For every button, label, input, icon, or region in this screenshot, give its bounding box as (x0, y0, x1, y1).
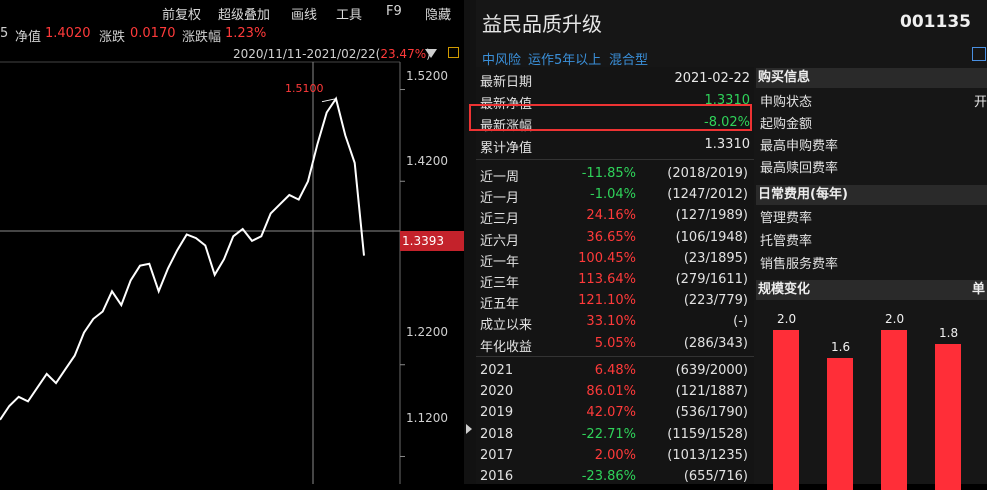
nav-value: 1.4020 (45, 26, 91, 41)
period-row: 近六月 36.65% (106/1948) (480, 229, 748, 249)
period-row: 近一周 -11.85% (2018/2019) (480, 166, 748, 185)
tag-age[interactable]: 运作5年以上 (528, 53, 602, 68)
scale-bar (935, 344, 961, 490)
y-tick-label: 1.2200 (406, 325, 448, 339)
tag-risk[interactable]: 中风险 (482, 53, 522, 68)
year-row: 2021 6.48% (639/2000) (480, 363, 748, 378)
scale-bar (773, 330, 799, 490)
toolbar-hide[interactable]: 隐藏 (425, 8, 452, 23)
fund-name: 益民品质升级 (482, 12, 602, 36)
y-tick-label: 1.5200 (406, 69, 448, 83)
purchase-status-value: 开 (974, 95, 987, 110)
highlight-box (469, 104, 752, 131)
custody-fee-label: 托管费率 (760, 234, 813, 249)
year-row: 2017 2.00% (1013/1235) (480, 447, 748, 463)
scale-unit: 单 (971, 282, 985, 297)
fund-code: 001135 (900, 12, 971, 32)
collapse-arrow-icon[interactable] (466, 424, 472, 434)
scale-bar-label: 2.0 (777, 312, 797, 326)
fund-info-panel: 益民品质升级 001135 中风险 运作5年以上 混合型 最新日期 2021-02… (469, 0, 987, 490)
range-dropdown-icon[interactable] (425, 49, 437, 58)
peak-leader-line (321, 98, 337, 103)
stats-column: 最新日期 2021-02-22 最新净值 1.3310 最新涨幅 -8.02% 累计净… (476, 67, 754, 484)
chgpct-label: 涨跌幅 (182, 30, 222, 45)
period-row: 近一年 100.45% (23/1895) (480, 250, 748, 270)
quote-prefix: 5 (0, 26, 9, 41)
period-row: 近三年 113.64% (279/1611) (480, 272, 748, 291)
peak-label: 1.5100 (285, 82, 324, 95)
lock-icon[interactable] (448, 47, 459, 58)
nav-label: 净值 (15, 30, 42, 45)
sales-fee-label: 销售服务费率 (760, 257, 839, 272)
scale-section-title: 规模变化单 (756, 280, 987, 300)
nav-chart[interactable] (0, 0, 464, 484)
period-row: 近一月 -1.04% (1247/2012) (480, 187, 748, 207)
chart-panel[interactable]: 前复权 超级叠加 画线 工具 F9 隐藏 5 净值 1.4020 涨跌 0.01… (0, 0, 464, 484)
year-row: 2018 -22.71% (1159/1528) (480, 426, 748, 442)
max-subscribe-fee-label: 最高申购费率 (760, 139, 839, 154)
purchase-section-title: 购买信息 (756, 68, 987, 88)
scale-bar-label: 1.6 (831, 340, 851, 354)
latest-row: 累计净值 1.3310 (480, 137, 750, 156)
current-value-label: 1.3393 (400, 231, 464, 251)
period-row: 近五年 121.10% (223/779) (480, 293, 748, 313)
toolbar-tools[interactable]: 工具 (336, 8, 363, 23)
scale-bar-label: 1.8 (939, 326, 959, 340)
period-row: 成立以来 33.10% (-) (480, 314, 748, 334)
scale-bar-label: 2.0 (885, 312, 905, 326)
toolbar-fuquan[interactable]: 前复权 (162, 8, 202, 23)
range-pct: 23.47% (380, 47, 427, 61)
max-redeem-fee-label: 最高赎回费率 (760, 161, 839, 176)
chgpct-value: 1.23% (225, 26, 267, 41)
toolbar-draw[interactable]: 画线 (291, 8, 318, 23)
year-row: 2019 42.07% (536/1790) (480, 405, 748, 421)
latest-row: 最新日期 2021-02-22 (480, 71, 750, 90)
year-row: 2020 86.01% (121/1887) (480, 384, 748, 400)
chg-label: 涨跌 (99, 30, 126, 45)
nav-series-line (0, 96, 365, 421)
period-row: 年化收益 5.05% (286/343) (480, 335, 748, 355)
panel-divider[interactable] (464, 0, 476, 484)
year-row: 2016 -23.86% (655/716) (480, 469, 748, 484)
scale-bar (827, 358, 853, 490)
divider (476, 159, 754, 160)
toolbar-super-overlay[interactable]: 超级叠加 (218, 8, 271, 23)
purchase-status-label: 申购状态 (760, 95, 813, 110)
scale-bar (881, 330, 907, 490)
chg-value: 0.0170 (130, 26, 176, 41)
toolbar-f9[interactable]: F9 (386, 4, 402, 19)
y-tick-label: 1.4200 (406, 154, 448, 168)
min-purchase-label: 起购金额 (760, 117, 813, 132)
mgmt-fee-label: 管理费率 (760, 211, 813, 226)
tag-type[interactable]: 混合型 (609, 53, 649, 68)
period-row: 近三月 24.16% (127/1989) (480, 208, 748, 228)
fees-section-title: 日常费用(每年) (756, 185, 987, 205)
edit-icon[interactable] (972, 47, 986, 61)
y-tick-label: 1.1200 (406, 411, 448, 425)
divider (476, 356, 754, 357)
